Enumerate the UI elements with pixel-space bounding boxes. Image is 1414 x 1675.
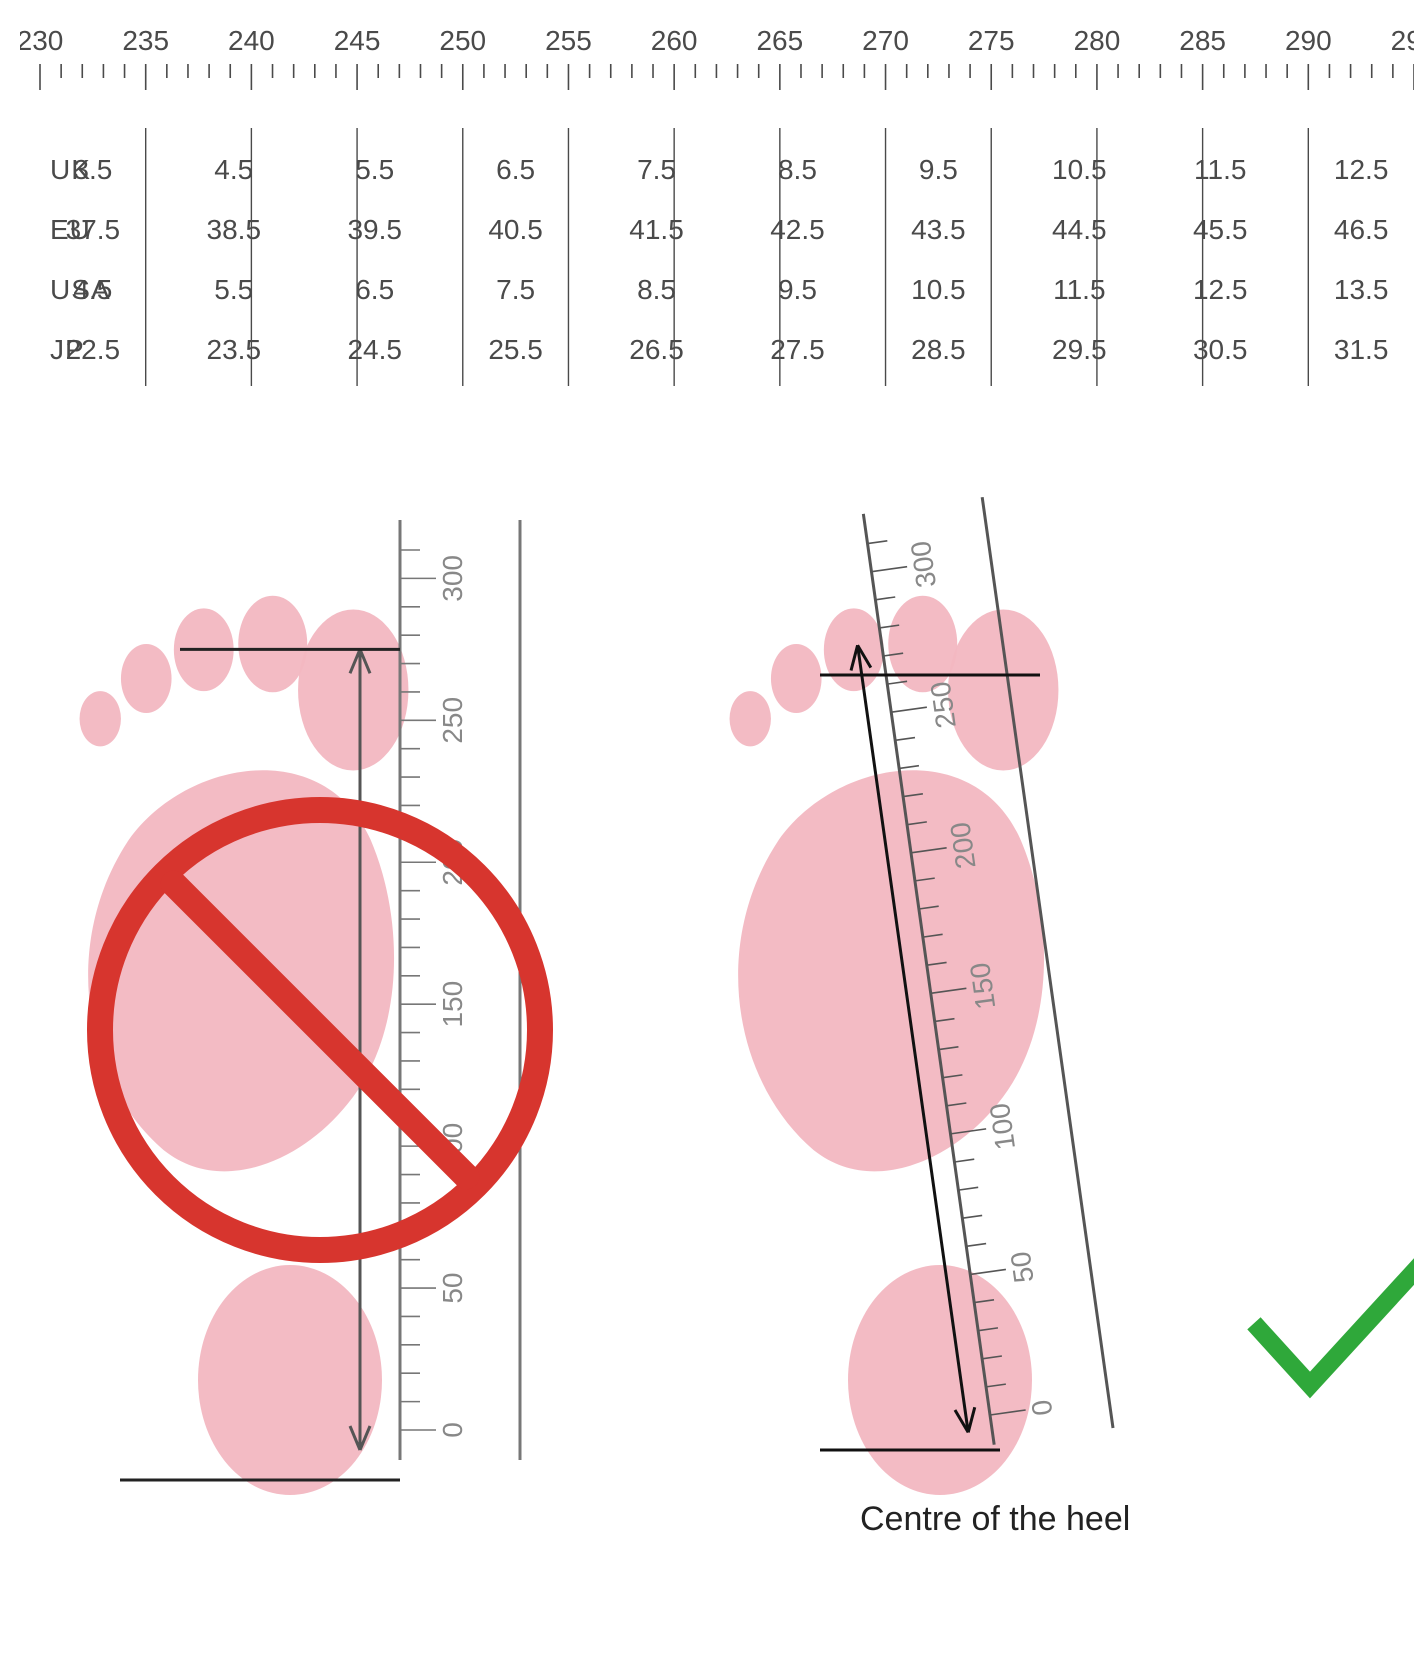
size-value: 10.5 <box>911 274 966 305</box>
size-value: 9.5 <box>778 274 817 305</box>
svg-text:270: 270 <box>862 25 909 56</box>
svg-text:290: 290 <box>1285 25 1332 56</box>
size-value: 40.5 <box>488 214 543 245</box>
size-value: 24.5 <box>347 334 402 365</box>
size-value: 5.5 <box>355 154 394 185</box>
svg-text:275: 275 <box>968 25 1015 56</box>
size-value: 22.5 <box>66 334 121 365</box>
measurement-ruler-icon: 050100150200250300 <box>400 520 520 1460</box>
svg-text:300: 300 <box>437 555 468 602</box>
size-value: 7.5 <box>496 274 535 305</box>
size-value: 43.5 <box>911 214 966 245</box>
correct-measurement-panel: 0 50 100 150 200 250 300 Centre of the heel <box>730 497 1414 1538</box>
size-value: 6.5 <box>496 154 535 185</box>
size-value: 28.5 <box>911 334 966 365</box>
size-value: 38.5 <box>207 214 262 245</box>
checkmark-icon <box>1260 1265 1414 1385</box>
shoe-size-diagram: 230 235 240 245 250 255 260 265 270 275 280 285 290 2… <box>20 20 1414 1675</box>
size-value: 25.5 <box>488 334 543 365</box>
size-value: 31.5 <box>1334 334 1389 365</box>
svg-text:150: 150 <box>964 961 1001 1012</box>
size-value: 13.5 <box>1334 274 1389 305</box>
svg-text:285: 285 <box>1179 25 1226 56</box>
size-value: 9.5 <box>919 154 958 185</box>
svg-text:260: 260 <box>651 25 698 56</box>
svg-text:200: 200 <box>944 820 981 871</box>
size-value: 44.5 <box>1052 214 1107 245</box>
size-value: 39.5 <box>347 214 402 245</box>
size-value: 27.5 <box>770 334 825 365</box>
svg-text:230: 230 <box>20 25 63 56</box>
size-value: 3.5 <box>73 154 112 185</box>
size-value: 45.5 <box>1193 214 1248 245</box>
size-value: 46.5 <box>1334 214 1389 245</box>
size-value: 6.5 <box>355 274 394 305</box>
svg-text:50: 50 <box>437 1272 468 1303</box>
svg-text:280: 280 <box>1074 25 1121 56</box>
size-value: 4.5 <box>73 274 112 305</box>
size-value: 7.5 <box>637 154 676 185</box>
svg-text:50: 50 <box>1005 1250 1040 1285</box>
svg-text:300: 300 <box>905 539 942 590</box>
size-conversion-table: UK3.54.55.56.57.58.59.510.511.512.5EU37.… <box>50 128 1388 386</box>
heel-caption: Centre of the heel <box>860 1500 1130 1538</box>
size-value: 37.5 <box>66 214 121 245</box>
size-value: 41.5 <box>629 214 684 245</box>
size-value: 10.5 <box>1052 154 1107 185</box>
svg-text:295: 295 <box>1391 25 1414 56</box>
svg-text:0: 0 <box>437 1422 468 1438</box>
svg-text:150: 150 <box>437 981 468 1028</box>
svg-text:245: 245 <box>334 25 381 56</box>
size-value: 11.5 <box>1053 274 1105 305</box>
size-value: 12.5 <box>1334 154 1389 185</box>
size-value: 8.5 <box>637 274 676 305</box>
svg-text:235: 235 <box>122 25 169 56</box>
size-value: 30.5 <box>1193 334 1248 365</box>
svg-text:255: 255 <box>545 25 592 56</box>
size-value: 42.5 <box>770 214 825 245</box>
size-value: 11.5 <box>1194 154 1246 185</box>
size-value: 12.5 <box>1193 274 1248 305</box>
size-value: 5.5 <box>214 274 253 305</box>
size-value: 26.5 <box>629 334 684 365</box>
svg-text:250: 250 <box>925 680 962 731</box>
svg-text:250: 250 <box>437 697 468 744</box>
svg-text:240: 240 <box>228 25 275 56</box>
svg-text:265: 265 <box>756 25 803 56</box>
top-mm-ruler: 230 235 240 245 250 255 260 265 270 275 280 285 290 2… <box>20 25 1414 90</box>
svg-text:250: 250 <box>439 25 486 56</box>
svg-text:0: 0 <box>1026 1398 1059 1418</box>
size-value: 4.5 <box>214 154 253 185</box>
wrong-measurement-panel: 050100150200250300 <box>80 520 540 1495</box>
svg-text:100: 100 <box>984 1101 1021 1152</box>
size-value: 29.5 <box>1052 334 1107 365</box>
size-value: 23.5 <box>207 334 262 365</box>
size-value: 8.5 <box>778 154 817 185</box>
